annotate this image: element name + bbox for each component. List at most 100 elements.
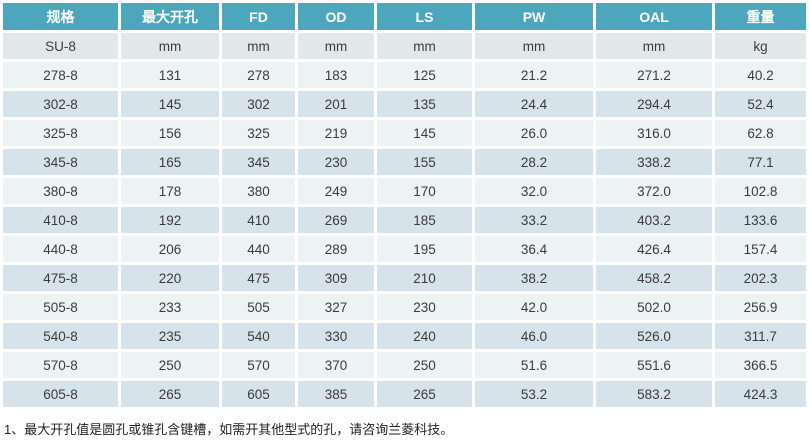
table-cell: 327 (298, 294, 374, 320)
table-cell: 156 (121, 120, 219, 146)
table-cell: mm (298, 33, 374, 59)
table-cell: 605-8 (3, 381, 118, 407)
table-cell: 21.2 (475, 62, 593, 88)
table-cell: 440-8 (3, 236, 118, 262)
table-cell: 269 (298, 207, 374, 233)
table-row: 325-8 156 325 219 145 26.0 316.0 62.8 (3, 120, 806, 146)
table-cell: 426.4 (596, 236, 712, 262)
table-cell: 502.0 (596, 294, 712, 320)
table-cell: 338.2 (596, 149, 712, 175)
table-cell: 551.6 (596, 352, 712, 378)
table-cell: 309 (298, 265, 374, 291)
table-cell: 366.5 (715, 352, 806, 378)
table-cell: 458.2 (596, 265, 712, 291)
table-cell: 125 (377, 62, 472, 88)
table-cell: 24.4 (475, 91, 593, 117)
table-row: 278-8 131 278 183 125 21.2 271.2 40.2 (3, 62, 806, 88)
table-cell: 52.4 (715, 91, 806, 117)
table-row: 302-8 145 302 201 135 24.4 294.4 52.4 (3, 91, 806, 117)
table-cell: 385 (298, 381, 374, 407)
table-cell: 325 (222, 120, 295, 146)
table-cell: mm (377, 33, 472, 59)
table-cell: 235 (121, 323, 219, 349)
table-row: 570-8 250 570 370 250 51.6 551.6 366.5 (3, 352, 806, 378)
table-cell: 210 (377, 265, 472, 291)
table-cell: 605 (222, 381, 295, 407)
table-cell: 192 (121, 207, 219, 233)
table-row: 475-8 220 475 309 210 38.2 458.2 202.3 (3, 265, 806, 291)
table-cell: 311.7 (715, 323, 806, 349)
table-cell: 165 (121, 149, 219, 175)
table-cell: 278 (222, 62, 295, 88)
column-header-pw: PW (475, 3, 593, 30)
table-cell: SU-8 (3, 33, 118, 59)
table-row: 380-8 178 380 249 170 32.0 372.0 102.8 (3, 178, 806, 204)
table-cell: 570-8 (3, 352, 118, 378)
table-cell: 475 (222, 265, 295, 291)
table-cell: 570 (222, 352, 295, 378)
table-cell: 302-8 (3, 91, 118, 117)
table-cell: mm (121, 33, 219, 59)
column-header-weight: 重量 (715, 3, 806, 30)
table-cell: 249 (298, 178, 374, 204)
table-cell: 403.2 (596, 207, 712, 233)
table-cell: 170 (377, 178, 472, 204)
table-cell: 46.0 (475, 323, 593, 349)
table-cell: 505 (222, 294, 295, 320)
table-cell: 36.4 (475, 236, 593, 262)
table-cell: 51.6 (475, 352, 593, 378)
column-header-spec: 规格 (3, 3, 118, 30)
table-cell: 33.2 (475, 207, 593, 233)
table-cell: 540 (222, 323, 295, 349)
table-cell: 294.4 (596, 91, 712, 117)
table-cell: 240 (377, 323, 472, 349)
table-cell: 583.2 (596, 381, 712, 407)
table-cell: 410-8 (3, 207, 118, 233)
table-cell: 475-8 (3, 265, 118, 291)
table-cell: 265 (377, 381, 472, 407)
header-row: 规格 最大开孔 FD OD LS PW OAL 重量 (3, 3, 806, 30)
table-cell: 145 (121, 91, 219, 117)
table-body: SU-8 mm mm mm mm mm mm kg 278-8 131 278 183 125 21.2 2… (3, 33, 806, 407)
table-cell: 53.2 (475, 381, 593, 407)
table-cell: kg (715, 33, 806, 59)
table-row: 605-8 265 605 385 265 53.2 583.2 424.3 (3, 381, 806, 407)
table-cell: 145 (377, 120, 472, 146)
table-cell: 233 (121, 294, 219, 320)
table-row: 410-8 192 410 269 185 33.2 403.2 133.6 (3, 207, 806, 233)
table-cell: 278-8 (3, 62, 118, 88)
table-cell: 133.6 (715, 207, 806, 233)
table-cell: 26.0 (475, 120, 593, 146)
column-header-ls: LS (377, 3, 472, 30)
table-cell: 135 (377, 91, 472, 117)
table-cell: 380-8 (3, 178, 118, 204)
table-cell: 185 (377, 207, 472, 233)
table-cell: 345 (222, 149, 295, 175)
column-header-od: OD (298, 3, 374, 30)
table-cell: 440 (222, 236, 295, 262)
table-cell: 219 (298, 120, 374, 146)
table-cell: 540-8 (3, 323, 118, 349)
table-cell: 155 (377, 149, 472, 175)
table-cell: 250 (121, 352, 219, 378)
table-cell: 370 (298, 352, 374, 378)
table-cell: 330 (298, 323, 374, 349)
table-cell: 230 (377, 294, 472, 320)
table-cell: 505-8 (3, 294, 118, 320)
table-cell: 526.0 (596, 323, 712, 349)
table-cell: 250 (377, 352, 472, 378)
footnote: 1、最大开孔值是圆孔或锥孔含键槽，如需开其他型式的孔，请咨询兰菱科技。 (4, 422, 454, 437)
table-cell: 256.9 (715, 294, 806, 320)
table-row: 505-8 233 505 327 230 42.0 502.0 256.9 (3, 294, 806, 320)
column-header-fd: FD (222, 3, 295, 30)
table-cell: 38.2 (475, 265, 593, 291)
table-cell: 302 (222, 91, 295, 117)
table-cell: 201 (298, 91, 374, 117)
column-header-oal: OAL (596, 3, 712, 30)
table-cell: 424.3 (715, 381, 806, 407)
table-row: 345-8 165 345 230 155 28.2 338.2 77.1 (3, 149, 806, 175)
table-cell: 271.2 (596, 62, 712, 88)
units-row: SU-8 mm mm mm mm mm mm kg (3, 33, 806, 59)
table-cell: 40.2 (715, 62, 806, 88)
